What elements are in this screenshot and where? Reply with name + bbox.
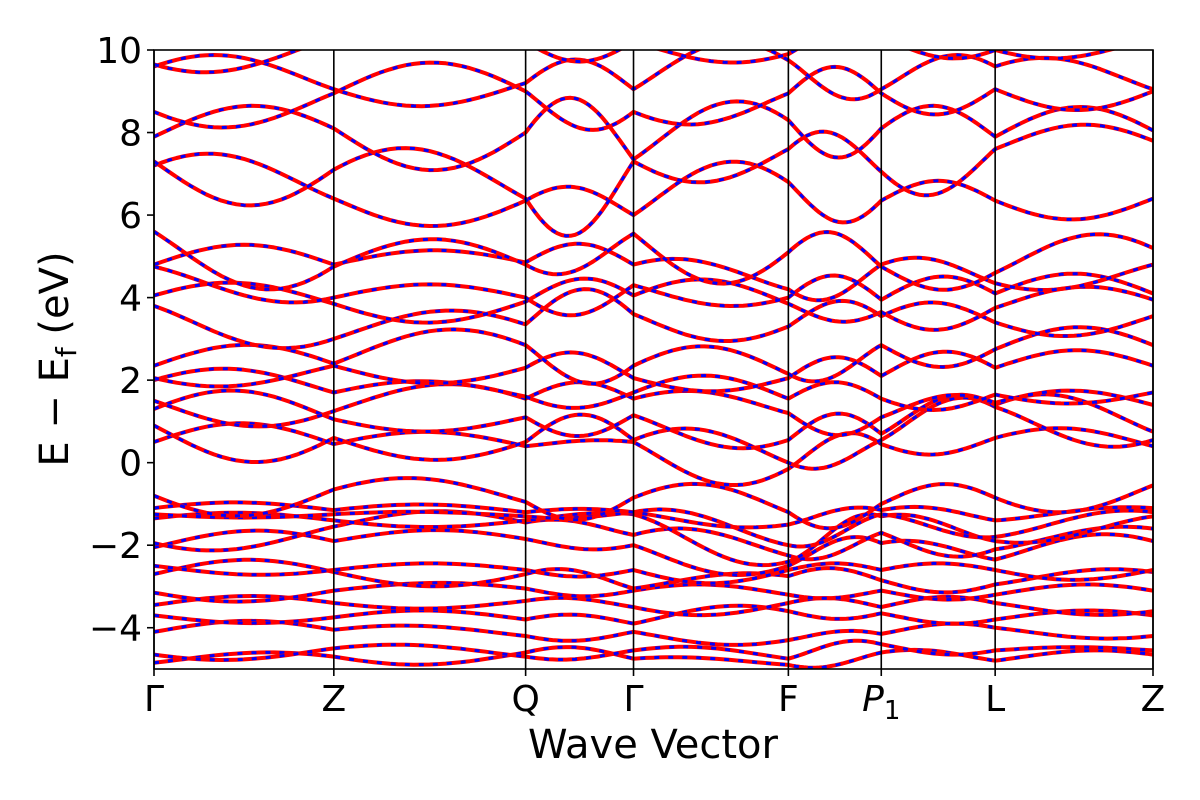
band-line-dashed (154, 96, 1153, 172)
band-line-dashed (154, 558, 1153, 594)
band-line-dashed (154, 511, 1153, 567)
y-axis-title-main: E − E (32, 357, 78, 467)
x-tick-label: Q (511, 679, 539, 720)
band-line-dashed (154, 604, 1153, 626)
band-line-dashed (154, 507, 1153, 549)
y-tick-label: 10 (96, 31, 142, 72)
y-tick-label: 8 (119, 114, 142, 155)
band-line-solid (154, 287, 1153, 351)
band-line-dashed (154, 277, 1153, 332)
y-axis-title: E − Ef (eV) (32, 251, 83, 466)
x-tick-label: P1 (862, 679, 900, 726)
band-line-dashed (154, 396, 1153, 471)
y-axis-title-unit: (eV) (32, 251, 78, 347)
band-line-dashed (154, 476, 1153, 530)
band-line-dashed (154, 509, 1153, 561)
band-line-dashed (154, 561, 1153, 585)
y-tick-label: −2 (89, 526, 142, 567)
band-line-dashed (154, 500, 1153, 529)
band-line-dashed (154, 50, 1115, 74)
band-line-dashed (154, 421, 1153, 487)
y-tick-label: 6 (119, 196, 142, 237)
plot-frame (153, 49, 1154, 670)
y-tick-label: −4 (89, 609, 142, 650)
band-line-dashed (154, 619, 1153, 647)
x-tick-label: L (985, 679, 1005, 720)
y-axis-title-subscript: f (50, 346, 83, 357)
x-tick-label: Z (1141, 679, 1166, 720)
band-line-solid (154, 50, 1153, 109)
x-axis-ticks: Γ Z Q Γ F P1 L Z (144, 669, 1165, 726)
band-lines (154, 50, 1153, 669)
y-tick-label: 0 (119, 444, 142, 485)
band-line-dashed (154, 325, 1153, 386)
band-line-solid (154, 122, 1153, 238)
x-tick-label: Z (321, 679, 346, 720)
y-tick-label: 2 (119, 361, 142, 402)
x-tick-label: F (778, 679, 799, 720)
y-tick-label: 4 (119, 279, 142, 320)
y-axis-ticks: −4 −2 0 2 4 6 8 10 (89, 31, 154, 650)
band-line-dashed (154, 230, 1153, 292)
band-line-dashed (154, 645, 1153, 669)
band-line-solid (154, 60, 1153, 132)
band-line-dashed (154, 639, 1153, 662)
band-line-solid (154, 366, 1153, 412)
x-tick-label: Γ (144, 679, 164, 720)
x-tick-label: Γ (623, 679, 643, 720)
band-line-dashed (154, 152, 1153, 228)
band-line-solid (154, 241, 1153, 303)
x-axis-title: Wave Vector (528, 722, 779, 768)
